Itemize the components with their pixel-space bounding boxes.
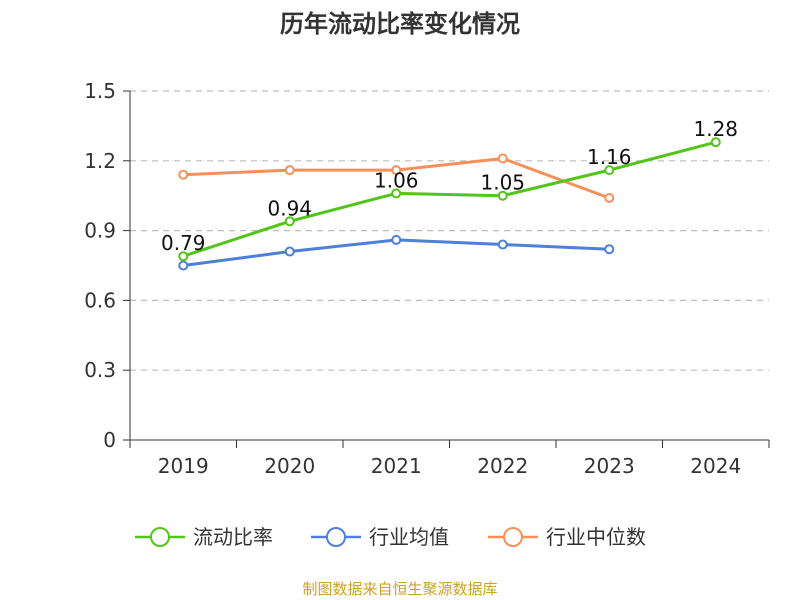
data-label: 1.06 <box>374 168 419 192</box>
data-point[interactable] <box>284 165 295 176</box>
chart-title: 历年流动比率变化情况 <box>280 10 520 38</box>
x-tick-label: 2021 <box>371 454 422 478</box>
y-tick-label: 1.2 <box>84 149 116 173</box>
legend-swatch-marker <box>150 527 170 547</box>
y-tick-label: 0.9 <box>84 219 116 243</box>
source-note: 制图数据来自恒生聚源数据库 <box>302 580 497 598</box>
axes: 0 0.3 0.6 0.9 1.2 1.5 2019 2020 2021 2022 2023 2024 <box>84 79 770 478</box>
y-tick-label: 0.3 <box>84 358 116 382</box>
y-tick-label: 1.5 <box>84 79 116 103</box>
data-point[interactable] <box>391 165 402 176</box>
legend[interactable]: 流动比率 行业均值 行业中位数 <box>135 525 646 549</box>
data-point[interactable] <box>604 193 615 204</box>
series-line-0 <box>181 140 718 258</box>
data-point[interactable] <box>391 188 402 199</box>
legend-label: 行业均值 <box>369 525 449 549</box>
x-tick-label: 2024 <box>690 454 741 478</box>
data-label: 1.16 <box>587 145 632 169</box>
x-tick-label: 2022 <box>477 454 528 478</box>
grid-lines <box>130 90 769 371</box>
data-label: 0.94 <box>267 196 312 220</box>
data-point[interactable] <box>497 239 508 250</box>
legend-item-1[interactable]: 行业均值 <box>311 525 449 549</box>
x-tick-label: 2020 <box>264 454 315 478</box>
data-point[interactable] <box>497 153 508 164</box>
data-point[interactable] <box>284 246 295 257</box>
data-point[interactable] <box>284 216 295 227</box>
data-point[interactable] <box>178 260 189 271</box>
y-tick-label: 0 <box>103 428 116 452</box>
data-point[interactable] <box>604 165 615 176</box>
data-point[interactable] <box>497 190 508 201</box>
data-point[interactable] <box>710 137 721 148</box>
legend-swatch-marker <box>503 527 523 547</box>
data-point[interactable] <box>604 244 615 255</box>
legend-item-2[interactable]: 行业中位数 <box>488 525 646 549</box>
data-label: 1.05 <box>480 171 525 195</box>
data-point[interactable] <box>178 251 189 262</box>
series-lines <box>178 137 721 271</box>
legend-swatch-marker <box>326 527 346 547</box>
legend-label: 行业中位数 <box>546 525 646 549</box>
y-tick-label: 0.6 <box>84 288 116 312</box>
data-point[interactable] <box>178 169 189 180</box>
x-tick-label: 2023 <box>584 454 635 478</box>
legend-item-0[interactable]: 流动比率 <box>135 525 273 549</box>
data-point[interactable] <box>391 234 402 245</box>
legend-label: 流动比率 <box>193 525 273 549</box>
data-label: 1.28 <box>693 117 738 141</box>
x-tick-label: 2019 <box>158 454 209 478</box>
data-label: 0.79 <box>161 231 206 255</box>
data-labels: 0.79 0.94 1.06 1.05 1.16 1.28 <box>161 117 738 255</box>
